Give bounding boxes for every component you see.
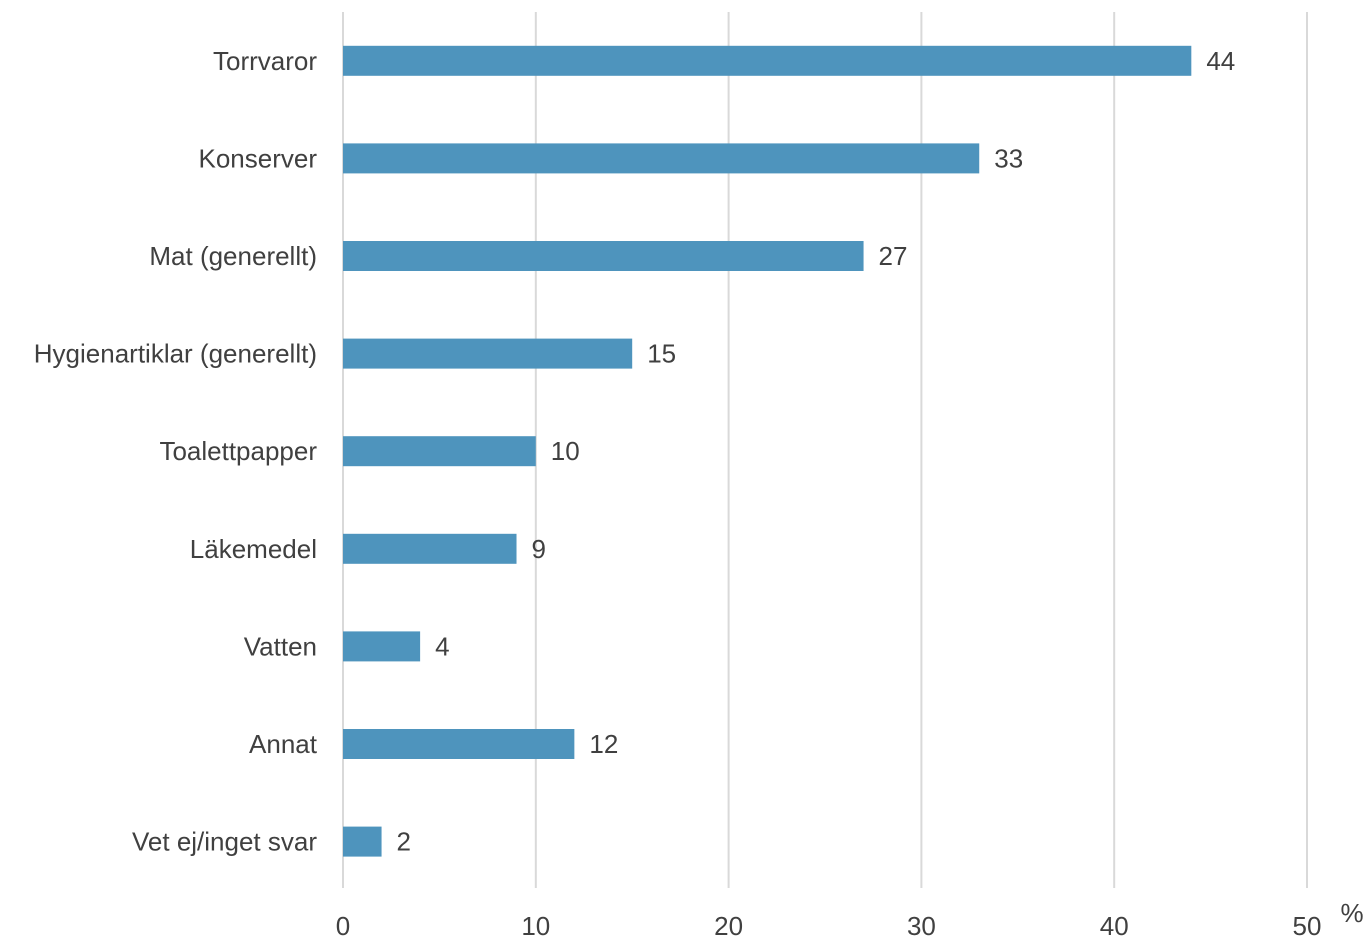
category-label: Mat (generellt) — [149, 241, 317, 271]
value-label: 10 — [551, 436, 580, 466]
value-label: 2 — [397, 827, 411, 857]
x-tick-label: 0 — [336, 911, 350, 938]
category-label: Vet ej/inget svar — [132, 827, 317, 857]
x-axis-unit: % — [1340, 898, 1363, 928]
bar — [343, 143, 980, 174]
x-axis-ticks: 0 10 20 30 40 50 — [336, 911, 1322, 938]
x-tick-label: 20 — [714, 911, 743, 938]
bars — [343, 45, 1192, 857]
value-label: 27 — [879, 241, 908, 271]
category-label: Torrvaror — [213, 46, 317, 76]
x-tick-label: 30 — [907, 911, 936, 938]
bar — [343, 826, 382, 857]
bar — [343, 631, 421, 662]
x-tick-label: 40 — [1100, 911, 1129, 938]
category-label: Annat — [249, 729, 318, 759]
category-label: Konserver — [199, 143, 318, 173]
bar — [343, 729, 575, 759]
bar — [343, 436, 536, 467]
category-label: Vatten — [244, 631, 317, 661]
bar — [343, 338, 633, 369]
value-label: 33 — [994, 143, 1023, 173]
category-label: Hygienartiklar (generellt) — [34, 339, 317, 369]
bar — [343, 45, 1192, 76]
value-label: 15 — [647, 339, 676, 369]
category-labels: Torrvaror Konserver Mat (generellt) Hygiena… — [34, 46, 318, 857]
value-label: 12 — [589, 729, 618, 759]
x-tick-label: 50 — [1293, 911, 1322, 938]
value-label: 9 — [532, 534, 546, 564]
bar — [343, 241, 864, 271]
value-labels: 44 33 27 15 10 9 4 12 2 — [397, 46, 1236, 857]
category-label: Läkemedel — [190, 534, 317, 564]
value-label: 4 — [435, 631, 449, 661]
bar — [343, 533, 517, 564]
category-label: Toalettpapper — [159, 436, 317, 466]
value-label: 44 — [1206, 46, 1235, 76]
x-tick-label: 10 — [521, 911, 550, 938]
